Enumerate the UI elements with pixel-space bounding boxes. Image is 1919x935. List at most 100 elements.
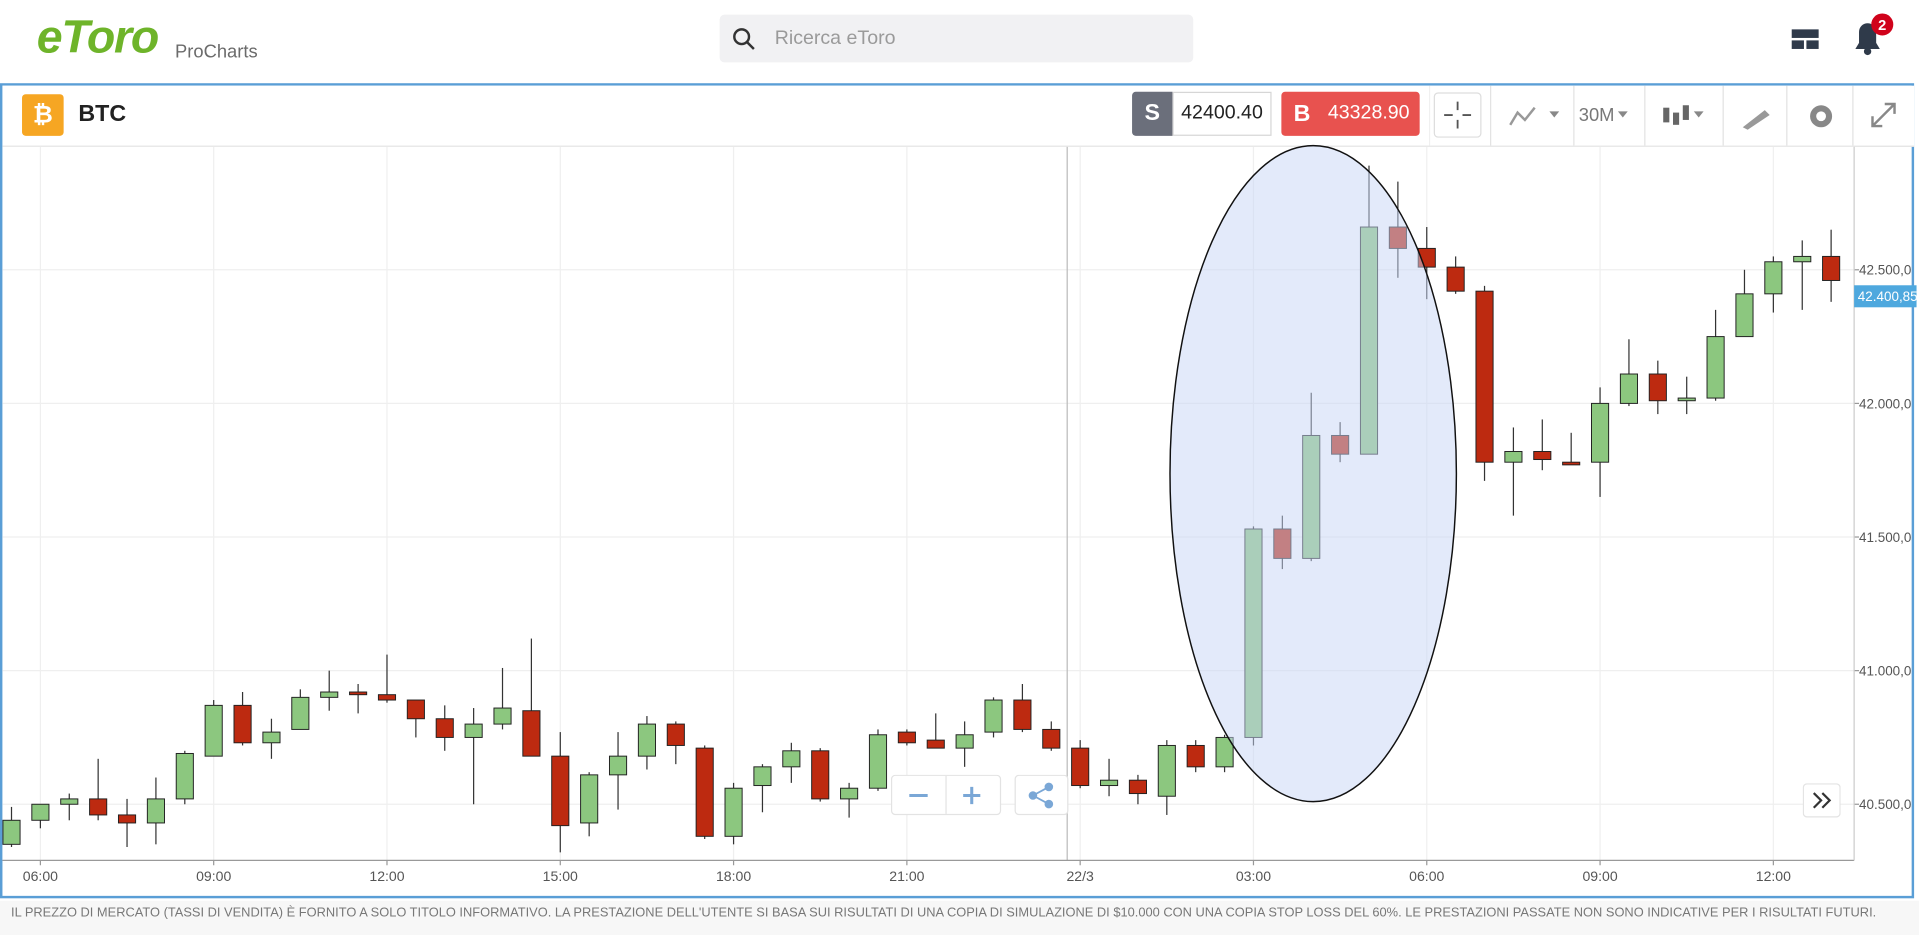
notifications[interactable]: 2 xyxy=(1848,10,1902,59)
x-tick-label: 18:00 xyxy=(716,868,751,884)
plot-area xyxy=(2,146,1855,861)
x-tick-label: 12:00 xyxy=(369,868,404,884)
candle-body xyxy=(1591,402,1610,463)
chart-toolbar: ₿ BTC S 42400.40 B 43328.90 30M xyxy=(2,85,1915,147)
chart-frame xyxy=(0,83,1915,899)
candle-body xyxy=(608,755,628,776)
candle-body xyxy=(406,699,425,720)
buy-label: B xyxy=(1293,101,1311,128)
candle-body xyxy=(1822,255,1841,281)
candle-body xyxy=(377,694,397,701)
candle-body xyxy=(1215,736,1234,768)
candle-body xyxy=(1619,373,1639,404)
candle-body xyxy=(666,723,685,746)
candle-body xyxy=(493,707,512,725)
candle-body xyxy=(291,696,310,730)
instrument-icon: ₿ xyxy=(22,94,64,136)
x-tick-label: 09:00 xyxy=(1582,868,1617,884)
last-price-label: 42.400,85 xyxy=(1858,289,1917,304)
buy-button[interactable]: B 43328.90 xyxy=(1281,91,1420,136)
instrument-symbol: BTC xyxy=(78,101,127,128)
candle-body xyxy=(175,752,194,800)
layout-icon[interactable] xyxy=(1789,24,1821,53)
candle-body xyxy=(262,731,281,744)
candle-body xyxy=(1648,373,1667,402)
candle-body xyxy=(435,718,454,738)
x-tick-label: 03:00 xyxy=(1236,868,1271,884)
timeframe-selector[interactable]: 30M xyxy=(1578,105,1615,127)
y-tick-label: 41.500,0 xyxy=(1859,530,1911,545)
scroll-right-button[interactable] xyxy=(1802,783,1841,818)
sell-price[interactable]: 42400.40 xyxy=(1172,91,1272,136)
x-tick-label: 21:00 xyxy=(889,868,924,884)
candle-body xyxy=(1186,744,1205,768)
candle-body xyxy=(782,750,801,768)
search-icon xyxy=(733,28,755,50)
y-tick-label: 40.500,0 xyxy=(1859,797,1911,812)
candle-body xyxy=(637,723,656,757)
candle-body xyxy=(1071,747,1090,787)
candle-body xyxy=(60,798,79,805)
candle-body xyxy=(233,704,252,744)
candle-body xyxy=(926,739,945,749)
toolbar-icons[interactable] xyxy=(1429,85,1914,146)
y-tick-label: 42.000,0 xyxy=(1859,396,1911,411)
candle-body xyxy=(146,798,165,824)
candle-body xyxy=(840,787,859,800)
candle-body xyxy=(1764,261,1783,295)
x-tick-label: 06:00 xyxy=(1409,868,1444,884)
candle-body xyxy=(204,704,223,757)
candle-body xyxy=(1475,290,1494,463)
candle-body xyxy=(1562,461,1581,466)
candle-body xyxy=(753,766,772,787)
candle-body xyxy=(89,798,108,816)
candle-body xyxy=(522,710,541,757)
disclaimer: IL PREZZO DI MERCATO (TASSI DI VENDITA) … xyxy=(11,905,1877,921)
candle-body xyxy=(580,774,599,824)
x-tick-label: 22/3 xyxy=(1066,868,1094,884)
buy-price: 43328.90 xyxy=(1327,102,1410,124)
candle-body xyxy=(1042,728,1061,749)
candle-body xyxy=(1706,336,1725,399)
y-tick-label: 42.500,0 xyxy=(1859,263,1911,278)
candle-body xyxy=(1013,699,1032,730)
x-tick-label: 12:00 xyxy=(1756,868,1791,884)
candle-body xyxy=(31,803,50,821)
candle-body xyxy=(984,699,1003,733)
candle-body xyxy=(724,787,743,837)
candle-body xyxy=(1446,266,1465,292)
candle-body xyxy=(1157,744,1176,797)
candle-body xyxy=(1735,293,1754,338)
candle-body xyxy=(1533,451,1552,461)
x-tick-label: 15:00 xyxy=(543,868,578,884)
logo[interactable]: eToro xyxy=(36,12,160,64)
chart: 40.500,0 41.000,0 41.500,0 42.000,0 42.500,0… xyxy=(2,144,1917,884)
highlight-ellipse xyxy=(1169,144,1458,803)
candle-body xyxy=(464,723,483,738)
sell-button[interactable]: S xyxy=(1132,91,1173,136)
y-tick-label: 41.000,0 xyxy=(1859,664,1911,679)
notification-count: 2 xyxy=(1878,18,1886,34)
candle-body xyxy=(1128,779,1147,795)
search-placeholder: Ricerca eToro xyxy=(774,28,896,49)
candle-body xyxy=(1099,779,1119,787)
x-tick-label: 09:00 xyxy=(196,868,231,884)
product-name: ProCharts xyxy=(175,41,258,63)
candle-body xyxy=(868,734,888,789)
candle-body xyxy=(695,747,714,837)
zoom-controls[interactable] xyxy=(890,774,1070,817)
candle-body xyxy=(955,734,974,749)
footer: IL PREZZO DI MERCATO (TASSI DI VENDITA) … xyxy=(0,900,1919,935)
candle-body xyxy=(1504,451,1523,463)
x-tick-label: 06:00 xyxy=(23,868,58,884)
candle-body xyxy=(1677,397,1696,402)
candle-body xyxy=(2,819,21,845)
search-box[interactable]: Ricerca eToro xyxy=(719,14,1194,63)
candle-body xyxy=(320,691,339,698)
candle-body xyxy=(1793,255,1812,263)
last-price-marker xyxy=(1854,285,1917,308)
candle-body xyxy=(349,691,368,696)
candle-body xyxy=(117,814,137,824)
